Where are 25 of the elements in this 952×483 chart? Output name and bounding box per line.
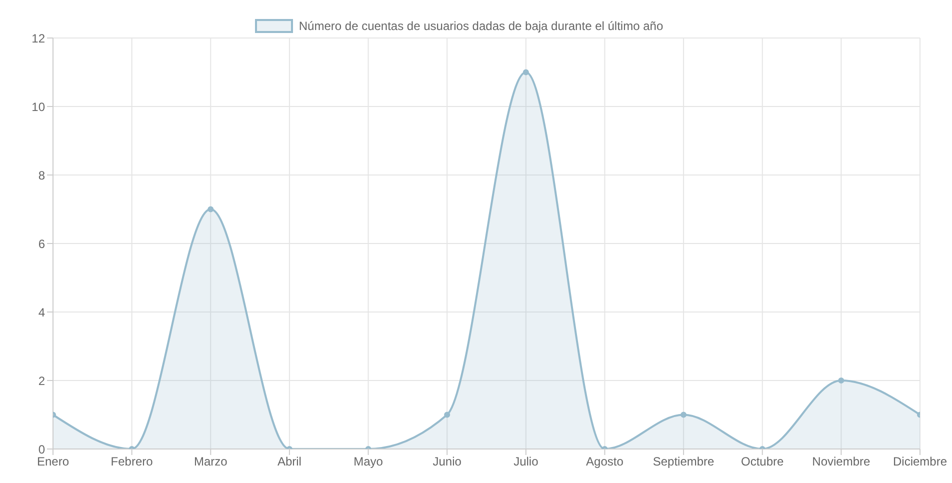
x-tick-label: Enero xyxy=(36,454,70,469)
x-tick-label: Noviembre xyxy=(812,454,871,469)
point xyxy=(208,206,214,212)
x-tick-label: Mayo xyxy=(354,454,384,469)
y-tick-label: 10 xyxy=(32,100,46,114)
y-tick-label: 12 xyxy=(32,31,46,46)
y-tick-label: 8 xyxy=(38,168,46,182)
point xyxy=(838,378,844,384)
x-tick-label: Septiembre xyxy=(652,454,715,469)
x-tick-label: Diciembre xyxy=(892,454,948,469)
x-tick-label: Abril xyxy=(277,454,302,469)
y-tick-label: 4 xyxy=(38,305,46,320)
x-tick-label: Junio xyxy=(432,454,462,469)
point xyxy=(680,412,687,418)
y-tick-label: 6 xyxy=(38,236,46,251)
x-tick-label: Marzo xyxy=(194,454,228,469)
legend-label: Número de cuentas de usuarios dadas de baja durante el último año xyxy=(298,19,664,33)
point xyxy=(444,412,450,418)
x-tick-label: Febrero xyxy=(110,454,154,469)
x-tick-label: Octubre xyxy=(741,454,784,469)
x-tick-label: Julio xyxy=(514,454,539,469)
x-tick-label: Agosto xyxy=(586,454,624,469)
y-tick-label: 0 xyxy=(38,442,46,456)
point xyxy=(522,69,529,76)
y-tick-label: 2 xyxy=(38,374,46,388)
